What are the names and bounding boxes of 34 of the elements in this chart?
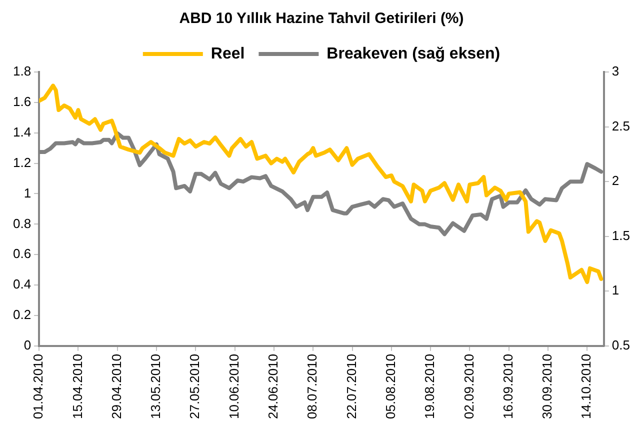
x-tick-label: 13.05.2010 [148,354,164,420]
x-tick-label: 15.04.2010 [70,354,85,420]
y-tick-label: 0.8 [12,216,32,231]
y2-tick-label: 0.5 [612,338,630,353]
x-tick-label: 22.07.2010 [344,354,359,420]
x-tick-label: 14.10.2010 [578,354,594,420]
y2-tick-label: 1.5 [612,228,630,243]
y-tick-label: 1.4 [12,124,32,140]
x-tick-label: 19.08.2010 [422,354,438,420]
y-tick-label: 0.4 [12,276,32,292]
x-tick-label: 08.07.2010 [304,354,320,420]
y-tick-label: 1.6 [12,94,32,110]
x-tick-label: 05.08.2010 [382,354,398,420]
x-tick-label: 10.06.2010 [226,354,242,420]
y-tick-label: 1.2 [12,154,32,170]
y2-tick-label: 2 [612,173,620,188]
y2-tick-label: 2.5 [612,118,630,134]
x-tick-label: 24.06.2010 [266,354,281,420]
legend-label: Reel [210,45,245,62]
y-tick-label: 1.8 [12,64,32,79]
chart-title: ABD 10 Yıllık Hazine Tahvil Getirileri (%) [179,10,464,28]
legend-label: Breakeven (sağ eksen) [326,45,500,62]
x-tick-label: 27.05.2010 [187,354,202,420]
x-tick-label: 30.09.2010 [540,354,555,420]
x-tick-label: 01.04.2010 [30,354,46,420]
y-tick-label: 0 [24,338,32,353]
y2-tick-label: 3 [612,64,620,79]
y-tick-label: 0.2 [12,307,32,322]
x-tick-label: 16.09.2010 [500,354,516,420]
y-tick-label: 1 [24,185,32,200]
x-tick-label: 02.09.2010 [461,354,476,420]
x-tick-label: 29.04.2010 [108,354,124,420]
y2-tick-label: 1 [612,282,620,298]
y-tick-label: 0.6 [12,246,32,262]
